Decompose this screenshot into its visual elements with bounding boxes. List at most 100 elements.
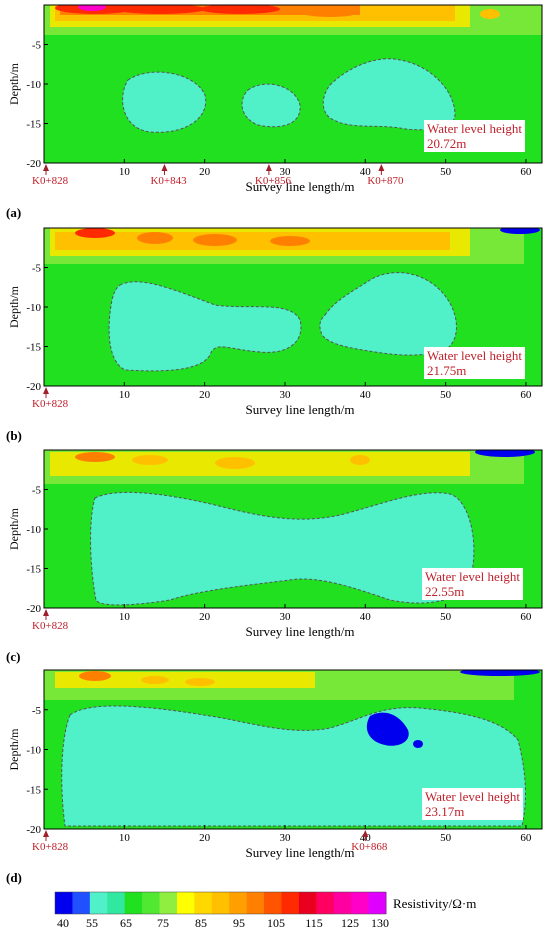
y-tick-label: -20 bbox=[26, 603, 41, 615]
panel-letter: (d) bbox=[6, 870, 22, 885]
x-tick-label: 20 bbox=[199, 832, 211, 844]
colorbar-frame bbox=[54, 891, 387, 915]
x-axis-label: Survey line length/m bbox=[245, 845, 354, 860]
colorbar-swatch bbox=[298, 892, 317, 914]
colorbar-swatch bbox=[176, 892, 195, 914]
y-tick-label: -10 bbox=[26, 79, 41, 91]
colorbar-tick-label: 115 bbox=[305, 916, 323, 930]
colorbar-swatch bbox=[55, 892, 73, 914]
colorbar-swatch bbox=[351, 892, 370, 914]
y-axis-label: Depth/m bbox=[7, 285, 21, 328]
colorbar-swatch bbox=[281, 892, 300, 914]
colorbar-tick-label: 55 bbox=[86, 916, 98, 930]
y-tick-label: -20 bbox=[26, 381, 41, 393]
x-tick-label: 50 bbox=[440, 389, 452, 401]
y-tick-label: -10 bbox=[26, 524, 41, 536]
x-tick-label: 40 bbox=[360, 611, 372, 623]
x-tick-label: 10 bbox=[119, 832, 131, 844]
station-marker-label: K0+828 bbox=[32, 398, 69, 410]
panel-d-water-value: 23.17m bbox=[425, 804, 465, 819]
panel-b-water-label: Water level height bbox=[427, 348, 522, 363]
colorbar-tick-label: 125 bbox=[341, 916, 359, 930]
x-tick-label: 50 bbox=[440, 611, 452, 623]
x-tick-label: 10 bbox=[119, 611, 131, 623]
panel-letter: (b) bbox=[6, 428, 22, 443]
panel-a-plot bbox=[44, 5, 542, 163]
y-tick-label: -15 bbox=[26, 564, 41, 576]
panel-c-water-annotation: Water level height 22.55m bbox=[422, 568, 523, 600]
colorbar-label: Resistivity/Ω·m bbox=[393, 896, 476, 911]
y-tick-label: -15 bbox=[26, 342, 41, 354]
y-tick-label: -5 bbox=[32, 40, 42, 52]
x-tick-label: 40 bbox=[360, 166, 372, 178]
x-tick-label: 30 bbox=[279, 389, 291, 401]
x-axis-label: Survey line length/m bbox=[245, 402, 354, 417]
panel-a-water-value: 20.72m bbox=[427, 136, 467, 151]
station-marker-label: K0+843 bbox=[150, 175, 187, 187]
y-tick-label: -10 bbox=[26, 745, 41, 757]
colorbar-tick-label: 40 bbox=[57, 916, 69, 930]
colorbar-swatch bbox=[159, 892, 178, 914]
x-tick-label: 30 bbox=[279, 832, 291, 844]
colorbar-tick-label: 105 bbox=[267, 916, 285, 930]
x-tick-label: 60 bbox=[520, 611, 532, 623]
panel-c-water-label: Water level height bbox=[425, 569, 520, 584]
panel-b-water-value: 21.75m bbox=[427, 363, 467, 378]
station-marker-label: K0+828 bbox=[32, 841, 69, 853]
colorbar-swatch bbox=[124, 892, 143, 914]
x-tick-label: 50 bbox=[440, 166, 452, 178]
y-tick-label: -15 bbox=[26, 784, 41, 796]
y-tick-label: -5 bbox=[32, 485, 42, 497]
station-marker-arrow bbox=[43, 164, 49, 171]
panel-d-water-label: Water level height bbox=[425, 789, 520, 804]
colorbar: 40 55 65 75 85 95 105 115 125 130 Resistivity/Ω·m bbox=[54, 891, 476, 930]
station-marker-label: K0+828 bbox=[32, 620, 69, 632]
station-marker-arrow bbox=[362, 830, 369, 837]
station-marker-arrow bbox=[378, 164, 385, 171]
panel-d-water-annotation: Water level height 23.17m bbox=[422, 788, 523, 820]
colorbar-swatch bbox=[229, 892, 248, 914]
colorbar-swatch bbox=[194, 892, 213, 914]
x-tick-label: 20 bbox=[199, 166, 211, 178]
colorbar-swatch bbox=[316, 892, 335, 914]
panel-letter: (a) bbox=[6, 205, 21, 220]
x-tick-label: 30 bbox=[279, 166, 291, 178]
station-marker-arrow bbox=[265, 164, 272, 171]
colorbar-tick-label: 130 bbox=[371, 916, 389, 930]
panel-a-water-annotation: Water level height 20.72m bbox=[424, 120, 525, 152]
panel-a-water-label: Water level height bbox=[427, 121, 522, 136]
colorbar-swatch bbox=[264, 892, 282, 914]
colorbar-swatch bbox=[107, 892, 126, 914]
colorbar-swatch bbox=[72, 892, 91, 914]
x-tick-label: 60 bbox=[520, 832, 532, 844]
colorbar-swatch bbox=[211, 892, 230, 914]
panel-b-water-annotation: Water level height 21.75m bbox=[424, 347, 525, 379]
x-tick-label: 60 bbox=[520, 166, 532, 178]
x-axis-label: Survey line length/m bbox=[245, 624, 354, 639]
station-marker-label: K0+856 bbox=[255, 175, 292, 187]
x-tick-label: 50 bbox=[440, 832, 452, 844]
x-tick-label: 10 bbox=[119, 166, 131, 178]
y-axis-label: Depth/m bbox=[7, 507, 21, 550]
colorbar-swatch bbox=[246, 892, 265, 914]
station-marker-label: K0+828 bbox=[32, 175, 69, 187]
colorbar-tick-label: 65 bbox=[120, 916, 132, 930]
colorbar-swatch bbox=[368, 892, 387, 914]
x-tick-label: 60 bbox=[520, 389, 532, 401]
y-axis-label: Depth/m bbox=[7, 728, 21, 771]
station-marker-arrow bbox=[161, 164, 168, 171]
station-marker-arrow bbox=[43, 830, 49, 837]
station-marker-arrow bbox=[43, 387, 49, 394]
colorbar-tick-label: 85 bbox=[195, 916, 207, 930]
colorbar-swatch bbox=[333, 892, 352, 914]
axes-layer: 10 20 30 40 50 60 -5 -10 -15 -20 Depth/m Survey lin… bbox=[6, 40, 532, 886]
y-tick-label: -20 bbox=[26, 158, 41, 170]
colorbar-swatch bbox=[89, 892, 108, 914]
x-tick-label: 30 bbox=[279, 611, 291, 623]
x-tick-label: 20 bbox=[199, 611, 211, 623]
x-tick-label: 40 bbox=[360, 389, 372, 401]
panel-c-water-value: 22.55m bbox=[425, 584, 465, 599]
y-tick-label: -5 bbox=[32, 705, 42, 717]
